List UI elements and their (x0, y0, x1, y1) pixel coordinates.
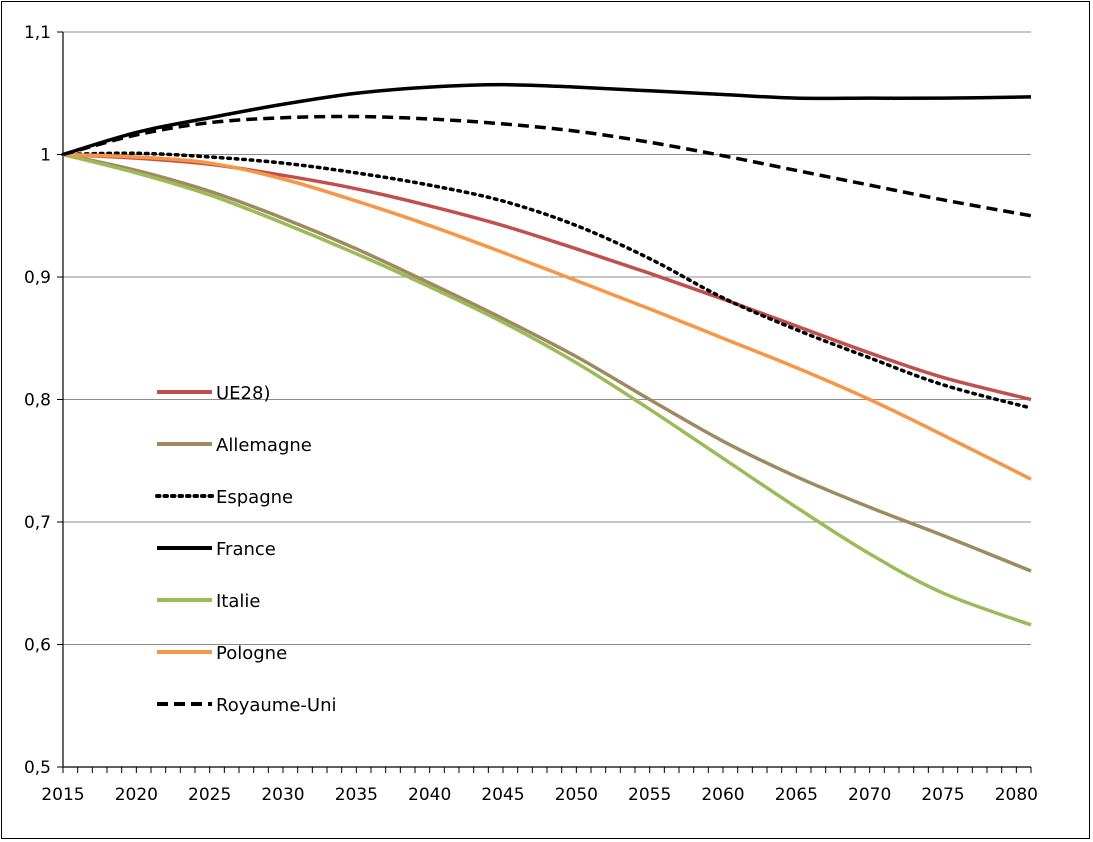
x-tick-label-8: 2055 (628, 785, 671, 805)
series-line-royaume-uni (62, 114, 1032, 218)
x-tick-label-3: 2030 (261, 785, 304, 805)
legend-label-ue28: UE28) (216, 383, 270, 404)
x-tick-label-12: 2075 (921, 785, 964, 805)
x-tick-label-11: 2070 (848, 785, 891, 805)
y-tick-label-1: 0,6 (24, 636, 51, 656)
y-tick-label-6: 1,1 (24, 23, 51, 43)
x-tick-label-9: 2060 (701, 785, 744, 805)
y-tick-label-3: 0,8 (24, 391, 51, 411)
x-tick-label-10: 2065 (775, 785, 818, 805)
x-tick-label-6: 2045 (481, 785, 524, 805)
y-tick-label-0: 0,5 (24, 758, 51, 778)
y-tick-label-5: 1 (40, 146, 51, 166)
x-tick-label-13: 2080 (995, 785, 1038, 805)
y-tick-label-4: 0,9 (24, 268, 51, 288)
legend-label-france: France (216, 539, 276, 560)
legend-label-espagne: Espagne (216, 487, 293, 508)
legend-label-allemagne: Allemagne (216, 435, 312, 456)
x-tick-label-7: 2050 (555, 785, 598, 805)
series-line-france (62, 82, 1032, 157)
series-line-allemagne (62, 152, 1032, 573)
x-tick-label-4: 2035 (335, 785, 378, 805)
series-line-pologne (62, 152, 1032, 481)
x-tick-label-5: 2040 (408, 785, 451, 805)
y-tick-label-2: 0,7 (24, 513, 51, 533)
x-tick-label-2: 2025 (188, 785, 231, 805)
x-tick-label-0: 2015 (41, 785, 84, 805)
legend-label-pologne: Pologne (216, 643, 287, 664)
series-line-italie (62, 152, 1032, 627)
series-line-espagne (61, 151, 1033, 410)
legend-label-royaume-uni: Royaume-Uni (216, 695, 337, 716)
x-tick-label-1: 2020 (115, 785, 158, 805)
legend-label-italie: Italie (216, 591, 260, 612)
